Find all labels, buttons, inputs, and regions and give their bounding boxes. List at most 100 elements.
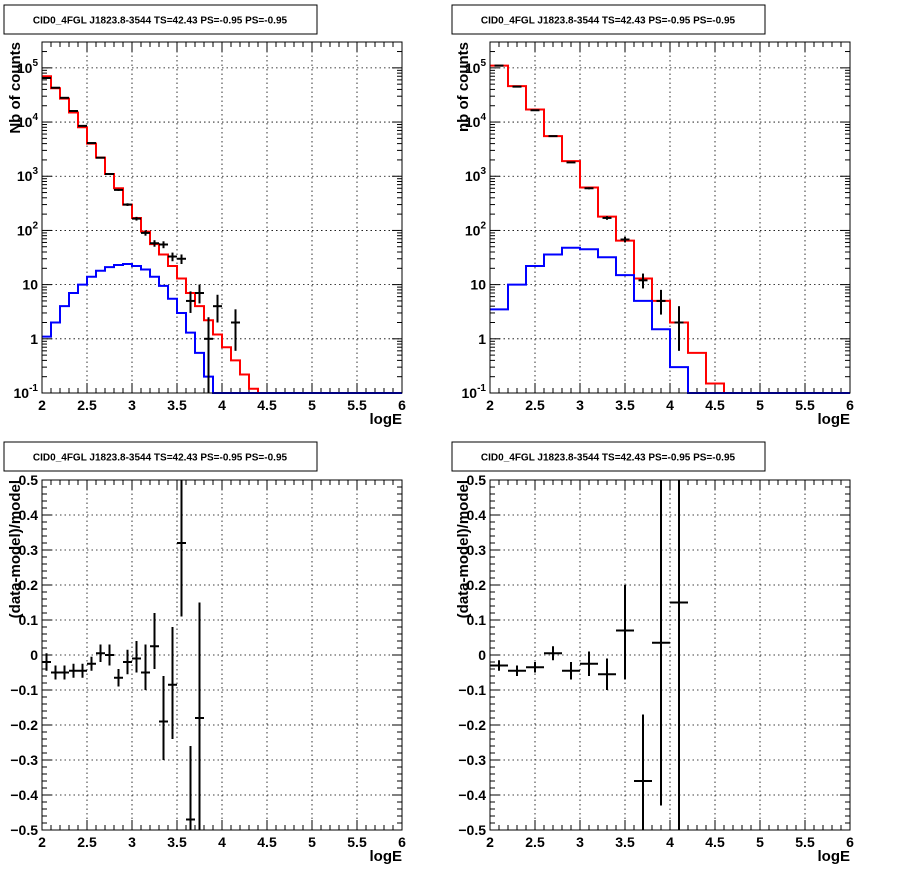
y-tick-base: 1 bbox=[478, 331, 486, 347]
x-tick-label: 5.5 bbox=[795, 397, 815, 413]
data-point bbox=[512, 85, 522, 88]
x-tick-label: 3.5 bbox=[615, 834, 635, 850]
data-point bbox=[231, 309, 240, 351]
data-point bbox=[78, 663, 87, 678]
y-tick-exponent: 2 bbox=[32, 220, 38, 231]
x-tick-label: 4.5 bbox=[705, 834, 725, 850]
data-point bbox=[69, 109, 78, 112]
y-axis-label: nb of counts bbox=[455, 42, 472, 132]
data-point bbox=[168, 252, 177, 262]
panel-3-plot: 2 2.5 3 3.5 4 4.5 5 5.5 6 −0.5 −0.4 −0.3 −0.2 −0.1 0 0.… bbox=[7, 472, 406, 865]
y-tick-exponent: -1 bbox=[29, 383, 38, 394]
data-point bbox=[656, 289, 666, 315]
data-point bbox=[42, 76, 51, 79]
data-point bbox=[78, 124, 87, 127]
y-tick-label: 0.1 bbox=[19, 612, 39, 628]
x-tick-label: 2 bbox=[38, 397, 46, 413]
panel-3: CID0_4FGL J1823.8-3544 TS=42.43 PS=-0.95… bbox=[3, 441, 406, 865]
y-tick-label: 1 bbox=[478, 331, 486, 347]
data-point bbox=[186, 291, 195, 313]
y-tick-label: 0 bbox=[478, 647, 486, 663]
data-point bbox=[652, 480, 670, 806]
data-point bbox=[634, 714, 652, 830]
y-tick-label: 105 bbox=[465, 58, 487, 76]
panel-2: CID0_4FGL J1823.8-3544 TS=42.43 PS=-0.95… bbox=[451, 4, 854, 428]
y-tick-label: 0.4 bbox=[19, 507, 39, 523]
data-point bbox=[60, 96, 69, 99]
y-tick-label: −0.2 bbox=[10, 717, 38, 733]
x-tick-label: 2.5 bbox=[77, 397, 97, 413]
data-point bbox=[87, 656, 96, 671]
x-tick-label: 4.5 bbox=[257, 834, 277, 850]
x-tick-label: 3.5 bbox=[167, 834, 187, 850]
data-point bbox=[562, 662, 580, 680]
y-tick-base: 10 bbox=[17, 168, 33, 184]
x-axis-label: logE bbox=[818, 848, 851, 865]
y-tick-label: −0.5 bbox=[10, 822, 38, 838]
data-point bbox=[60, 665, 69, 680]
y-tick-label: 1 bbox=[30, 331, 38, 347]
data-point bbox=[544, 646, 562, 661]
data-point bbox=[69, 663, 78, 678]
data-point bbox=[96, 156, 105, 159]
data-point bbox=[602, 216, 612, 220]
y-tick-label: 10 bbox=[22, 277, 38, 293]
panel-1-plot: 2 2.5 3 3.5 4 4.5 5 5.5 610-1110102103104105logE… bbox=[7, 41, 406, 428]
data-point bbox=[530, 109, 540, 112]
y-tick-label: 103 bbox=[465, 166, 487, 184]
x-tick-label: 3 bbox=[576, 834, 584, 850]
x-tick-label: 6 bbox=[398, 834, 406, 850]
x-tick-label: 2 bbox=[486, 834, 494, 850]
y-tick-exponent: 4 bbox=[480, 112, 486, 123]
y-tick-label: 104 bbox=[17, 112, 39, 130]
x-tick-label: 5 bbox=[756, 834, 764, 850]
y-tick-exponent: -1 bbox=[477, 383, 486, 394]
y-axis-label: Nb of counts bbox=[7, 42, 24, 134]
data-point bbox=[123, 649, 132, 675]
x-tick-label: 4 bbox=[218, 834, 226, 850]
y-tick-base: 10 bbox=[17, 114, 33, 130]
y-tick-label: 10-1 bbox=[14, 383, 39, 401]
y-tick-label: −0.1 bbox=[10, 682, 38, 698]
x-tick-label: 5.5 bbox=[347, 834, 367, 850]
y-tick-label: 0.5 bbox=[19, 472, 39, 488]
data-point bbox=[177, 480, 186, 617]
data-point bbox=[51, 665, 60, 680]
x-tick-label: 3.5 bbox=[615, 397, 635, 413]
x-tick-label: 5 bbox=[308, 834, 316, 850]
data-point bbox=[105, 644, 114, 666]
y-tick-exponent: 4 bbox=[32, 112, 38, 123]
data-point bbox=[598, 658, 616, 690]
y-tick-base: 10 bbox=[462, 385, 478, 401]
y-tick-exponent: 5 bbox=[480, 58, 486, 69]
data-point bbox=[584, 187, 594, 190]
panel-1: CID0_4FGL J1823.8-3544 TS=42.43 PS=-0.95… bbox=[3, 4, 406, 428]
data-point bbox=[616, 585, 634, 680]
data-point bbox=[159, 241, 168, 249]
y-tick-base: 10 bbox=[22, 277, 38, 293]
x-tick-label: 3.5 bbox=[167, 397, 187, 413]
data-point bbox=[195, 602, 204, 830]
x-tick-label: 2.5 bbox=[77, 834, 97, 850]
x-tick-label: 3 bbox=[576, 397, 584, 413]
data-point bbox=[42, 653, 51, 671]
y-tick-label: 0.3 bbox=[467, 542, 487, 558]
panel-4-title: CID0_4FGL J1823.8-3544 TS=42.43 PS=-0.95… bbox=[481, 453, 736, 464]
data-point bbox=[177, 254, 186, 265]
panel-3-title-box bbox=[3, 441, 318, 472]
x-tick-label: 2.5 bbox=[525, 397, 545, 413]
data-point bbox=[132, 216, 141, 221]
panel-4: CID0_4FGL J1823.8-3544 TS=42.43 PS=-0.95… bbox=[451, 441, 854, 865]
x-tick-label: 3 bbox=[128, 834, 136, 850]
plot-frame bbox=[489, 41, 851, 394]
y-tick-base: 10 bbox=[465, 114, 481, 130]
y-tick-label: −0.4 bbox=[458, 787, 486, 803]
y-tick-label: 104 bbox=[465, 112, 487, 130]
panel-2-title-box bbox=[451, 4, 766, 35]
plot-frame bbox=[41, 41, 403, 394]
y-tick-label: 0.5 bbox=[467, 472, 487, 488]
y-tick-base: 10 bbox=[465, 168, 481, 184]
y-tick-label: 0.4 bbox=[467, 507, 487, 523]
data-point bbox=[490, 660, 508, 671]
data-point bbox=[526, 662, 544, 673]
